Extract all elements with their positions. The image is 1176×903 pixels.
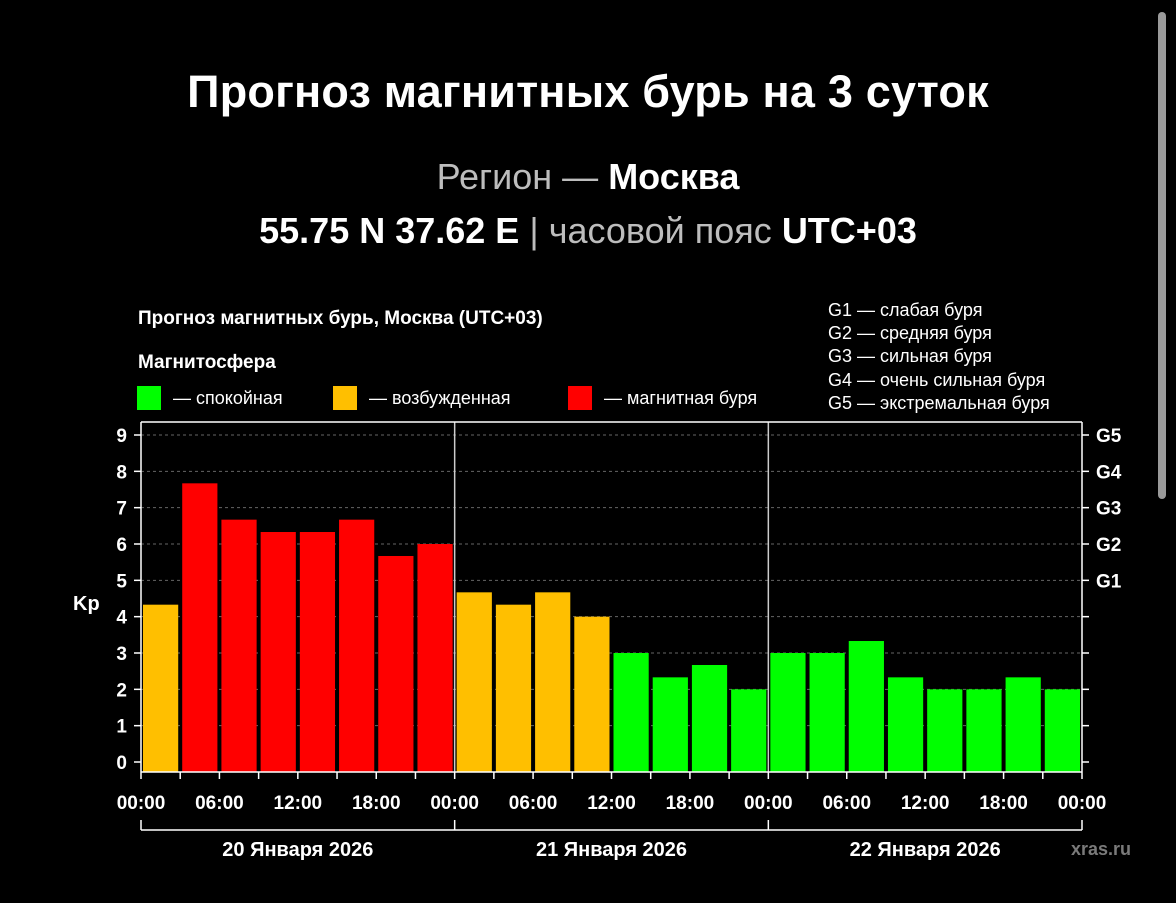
- day-label: 21 Января 2026: [536, 839, 687, 861]
- bar: [691, 664, 728, 772]
- bar: [887, 677, 924, 772]
- g-scale-g1: G1 — слабая буря: [828, 300, 982, 320]
- bar: [574, 616, 610, 772]
- bar: [1005, 677, 1041, 772]
- bar: [1044, 689, 1080, 772]
- bar: [221, 519, 257, 772]
- separator: |: [529, 210, 539, 251]
- y-tick-label: 9: [116, 426, 127, 447]
- x-tick-label: 00:00: [117, 793, 166, 814]
- bar: [378, 555, 414, 772]
- bar: [182, 483, 218, 772]
- bar: [417, 544, 453, 772]
- right-tick-labels: G1 G2 G3 G4 G5: [1096, 426, 1122, 592]
- legend-label-calm: — спокойная: [173, 388, 283, 408]
- x-tick-label: 18:00: [979, 793, 1028, 814]
- y-tick-label: 4: [116, 608, 127, 629]
- region-line: Регион — Москва: [0, 156, 1176, 198]
- scrollbar[interactable]: [1158, 12, 1166, 499]
- x-tick-label: 06:00: [822, 793, 871, 814]
- day-label: 20 Января 2026: [222, 839, 373, 861]
- bars: [143, 483, 1080, 772]
- legend-swatch-excited: [333, 386, 357, 410]
- region-prefix: Регион —: [436, 156, 599, 197]
- right-tick-label: G4: [1096, 462, 1122, 483]
- bar: [613, 653, 649, 772]
- y-tick-label: 8: [116, 462, 127, 483]
- legend-label-storm: — магнитная буря: [604, 388, 757, 408]
- chart-title: Прогноз магнитных бурь, Москва (UTC+03): [138, 308, 543, 329]
- right-tick-label: G2: [1096, 535, 1121, 556]
- y-tick-label: 1: [116, 717, 127, 738]
- y-axis-label: Kp: [73, 593, 100, 615]
- bar: [143, 604, 179, 772]
- legend-section-label: Магнитосфера: [138, 352, 276, 373]
- day-labels: 20 Января 2026 21 Января 2026 22 Января 20…: [222, 839, 1000, 861]
- timezone-value: UTC+03: [781, 210, 917, 251]
- x-tick-label: 18:00: [666, 793, 715, 814]
- bar: [299, 532, 336, 772]
- y-tick-label: 5: [116, 571, 127, 592]
- bar: [535, 592, 571, 772]
- axes: [134, 421, 1089, 831]
- page-title: Прогноз магнитных бурь на 3 суток: [187, 66, 989, 117]
- x-tick-label: 06:00: [509, 793, 558, 814]
- bar: [731, 689, 767, 772]
- x-tick-label: 06:00: [195, 793, 244, 814]
- y-tick-label: 7: [116, 499, 127, 520]
- coordinates: 55.75 N 37.62 E: [259, 210, 520, 251]
- region-name: Москва: [608, 156, 740, 197]
- timezone-prefix: часовой пояс: [548, 210, 772, 251]
- bar: [966, 689, 1002, 772]
- x-tick-label: 00:00: [744, 793, 793, 814]
- legend-swatch-calm: [137, 386, 161, 410]
- g-scale-g5: G5 — экстремальная буря: [828, 393, 1050, 413]
- y-tick-labels: 0 1 2 3 4 5 6 7 8 9: [116, 426, 127, 774]
- bar: [260, 532, 296, 772]
- watermark: xras.ru: [1071, 839, 1131, 859]
- g-scale-g3: G3 — сильная буря: [828, 346, 992, 366]
- x-tick-label: 00:00: [430, 793, 479, 814]
- y-tick-label: 3: [116, 644, 127, 665]
- bar: [495, 604, 532, 772]
- right-tick-label: G1: [1096, 571, 1122, 592]
- g-scale-g4: G4 — очень сильная буря: [828, 370, 1045, 390]
- bar: [652, 677, 688, 772]
- legend-swatch-storm: [568, 386, 592, 410]
- x-tick-label: 00:00: [1058, 793, 1107, 814]
- bar: [848, 641, 884, 772]
- right-tick-label: G5: [1096, 426, 1122, 447]
- x-tick-label: 12:00: [587, 793, 636, 814]
- legend-label-excited: — возбужденная: [369, 388, 511, 408]
- bar: [456, 592, 492, 772]
- x-tick-label: 18:00: [352, 793, 401, 814]
- y-tick-label: 0: [116, 753, 127, 774]
- x-tick-label: 12:00: [901, 793, 950, 814]
- y-tick-label: 2: [116, 680, 127, 701]
- grid-lines: [141, 434, 1082, 727]
- bar: [339, 519, 375, 772]
- x-tick-labels: 00:00 06:00 12:00 18:00 00:00 06:00 12:00 18:00…: [117, 793, 1107, 814]
- bar: [809, 653, 845, 772]
- coords-line: 55.75 N 37.62 E | часовой пояс UTC+03: [0, 210, 1176, 252]
- day-label: 22 Января 2026: [850, 839, 1001, 861]
- y-tick-label: 6: [116, 535, 127, 556]
- g-scale-g2: G2 — средняя буря: [828, 323, 992, 343]
- bar: [927, 689, 963, 772]
- x-tick-label: 12:00: [274, 793, 323, 814]
- right-tick-label: G3: [1096, 499, 1121, 520]
- bar: [770, 653, 806, 772]
